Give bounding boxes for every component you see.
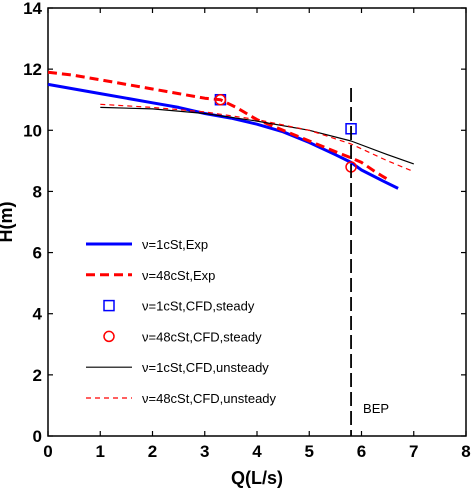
x-axis-label: Q(L/s) (231, 468, 283, 488)
x-tick-label: 6 (357, 442, 366, 461)
x-tick-label: 4 (252, 442, 262, 461)
x-tick-label: 3 (200, 442, 209, 461)
x-tick-label: 7 (409, 442, 418, 461)
legend-label-5: ν=1cSt,CFD,unsteady (142, 360, 269, 375)
legend-label-2: ν=48cSt,Exp (142, 268, 215, 283)
y-tick-label: 12 (23, 60, 42, 79)
legend-label-6: ν=48cSt,CFD,unsteady (142, 391, 277, 406)
x-tick-label: 5 (305, 442, 314, 461)
series-point-4 (214, 93, 227, 106)
series-line-5 (100, 106, 414, 165)
legend-label-3: ν=1cSt,CFD,steady (142, 299, 255, 314)
x-tick-label: 2 (148, 442, 157, 461)
x-tick-label: 8 (461, 442, 470, 461)
plot-area (47, 7, 467, 437)
legend-label-1: ν=1cSt,Exp (142, 237, 208, 252)
legend-swatch-4 (103, 330, 115, 343)
x-tick-label: 1 (96, 442, 105, 461)
x-tick-label: 0 (43, 442, 52, 461)
legend-label-4: ν=48cSt,CFD,steady (142, 329, 262, 344)
series-line-6 (100, 103, 415, 173)
legend: ν=1cSt,Exp ν=48cSt,Exp ν=1cSt,CFD,steady ν=… (86, 237, 277, 406)
y-tick-label: 0 (33, 427, 42, 446)
y-tick-label: 4 (33, 305, 43, 324)
y-tick-label: 14 (23, 0, 42, 18)
series-layer (47, 70, 415, 190)
y-tick-label: 10 (23, 121, 42, 140)
annotation-layer: BEP (350, 88, 389, 436)
bep-label: BEP (363, 401, 389, 416)
legend-swatch-3 (103, 299, 115, 312)
y-tick-label: 8 (33, 182, 42, 201)
y-tick-label: 2 (33, 366, 42, 385)
series-line-2 (47, 70, 389, 181)
y-axis-label: H(m) (0, 202, 16, 243)
y-tick-label: 6 (33, 244, 42, 263)
